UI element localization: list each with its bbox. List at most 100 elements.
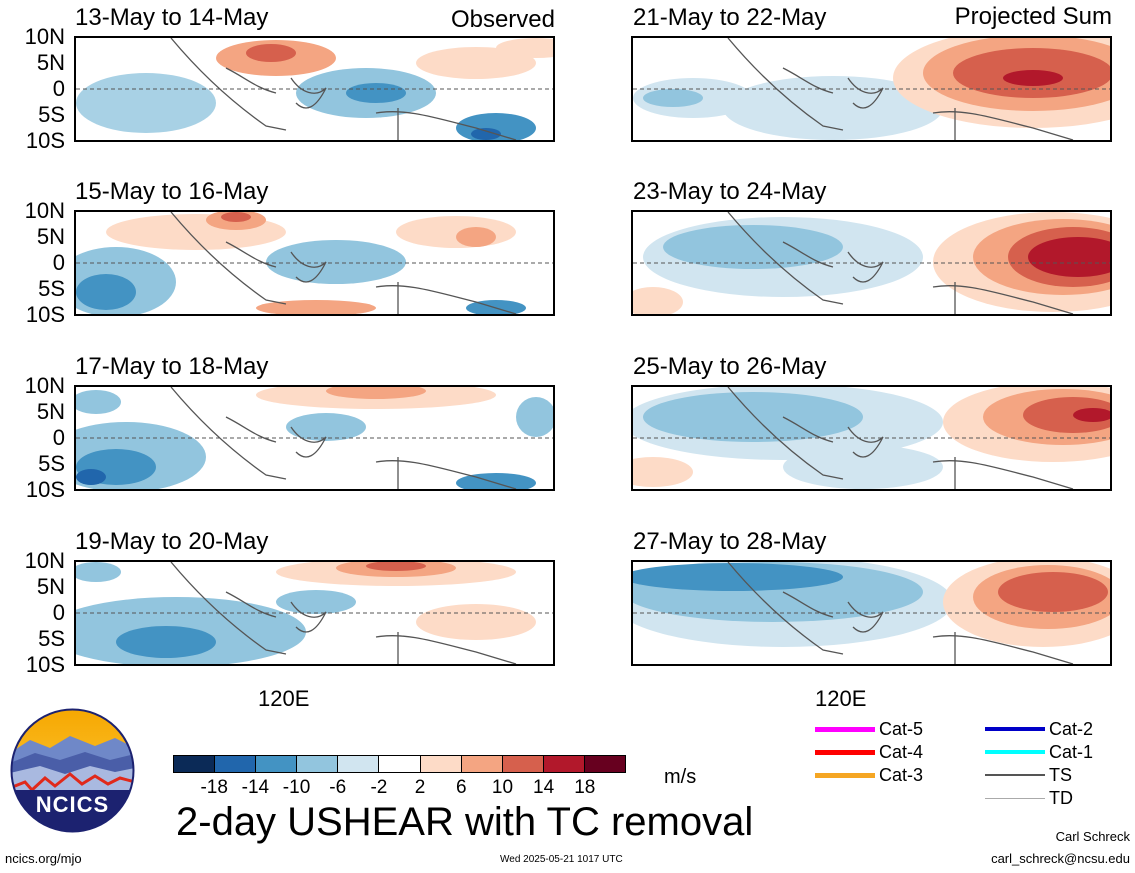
colorbar-tick-label: -10 [282, 777, 311, 798]
panel-title: 23-May to 24-May [633, 178, 827, 205]
colorbar-unit: m/s [664, 766, 697, 788]
legend-item: Cat-4 [815, 741, 923, 763]
main-title: 2-day USHEAR with TC removal [176, 800, 754, 844]
panel-title: 17-May to 18-May [75, 353, 269, 380]
colorbar-box [461, 756, 503, 772]
map-field [76, 212, 553, 314]
legend-label: Cat-4 [879, 741, 924, 762]
lat-label: 10S [25, 302, 65, 327]
legend-item: Cat-5 [815, 718, 923, 740]
lat-label: 0 [52, 250, 65, 275]
legend-line [815, 749, 875, 755]
colorbar-tick-label: -18 [200, 777, 228, 798]
ncics-logo-icon [10, 708, 135, 833]
legend-line [815, 726, 875, 732]
lon-label: 120E [258, 686, 310, 711]
panel-title: 15-May to 16-May [75, 178, 269, 205]
legend-line [985, 727, 1045, 731]
colorbar-tick-label: 2 [414, 777, 426, 798]
panel-title: 25-May to 26-May [633, 353, 827, 380]
panel-title: 21-May to 22-May [633, 4, 827, 31]
lat-label: 10N [24, 373, 65, 398]
shear-map [631, 210, 1112, 316]
lat-label: 5S [38, 626, 65, 651]
legend-item: Cat-1 [985, 741, 1093, 763]
shear-map [74, 210, 555, 316]
lat-label: 5S [38, 451, 65, 476]
shear-map [631, 560, 1112, 666]
shear-map [74, 36, 555, 142]
panel-title: 19-May to 20-May [75, 528, 269, 555]
colorbar-tick-label: -14 [241, 777, 270, 798]
colorbar-tick-label: 10 [491, 777, 514, 798]
logo-text: NCICS [35, 792, 110, 817]
lat-label: 5N [36, 399, 65, 424]
lat-label: 10S [25, 652, 65, 677]
shear-map [631, 36, 1112, 142]
colorbar-box [256, 756, 298, 772]
colorbar-box [420, 756, 462, 772]
legend-item: TS [985, 764, 1072, 786]
lat-label: 5N [36, 50, 65, 75]
colorbar-tick-label: -6 [329, 777, 347, 798]
map-field [633, 212, 1110, 314]
legend-item: Cat-3 [815, 764, 923, 786]
lat-label: 10N [24, 548, 65, 573]
colorbar-box [379, 756, 421, 772]
colorbar-box [215, 756, 257, 772]
lat-label: 0 [52, 425, 65, 450]
map-field [633, 387, 1110, 489]
panel-title: 13-May to 14-May [75, 4, 269, 31]
colorbar-box [502, 756, 544, 772]
legend-label: Cat-3 [879, 764, 924, 785]
colorbar-box [543, 756, 585, 772]
footer-email[interactable]: carl_schreck@ncsu.edu [991, 851, 1130, 866]
colorbar [173, 755, 626, 773]
footer-timestamp: Wed 2025-05-21 1017 UTC [500, 854, 623, 865]
lat-label: 10S [25, 477, 65, 502]
legend-line [985, 797, 1045, 799]
colorbar-tick-label: -2 [370, 777, 388, 798]
colorbar-tick-label: 6 [455, 777, 467, 798]
lat-label: 5N [36, 224, 65, 249]
shear-map [631, 385, 1112, 491]
footer-url[interactable]: ncics.org/mjo [5, 851, 82, 866]
legend-item: TD [985, 787, 1073, 809]
legend-label: TS [1049, 764, 1073, 785]
legend-label: Cat-1 [1049, 741, 1094, 762]
lat-label: 10N [24, 198, 65, 223]
shear-map [74, 385, 555, 491]
lat-label: 0 [52, 76, 65, 101]
panel-title: 27-May to 28-May [633, 528, 827, 555]
ncics-logo: NCICS [10, 708, 135, 833]
map-field [76, 562, 553, 664]
map-field [633, 38, 1110, 140]
lon-label: 120E [815, 686, 867, 711]
legend-line [815, 772, 875, 778]
shear-map [74, 560, 555, 666]
colorbar-box [297, 756, 339, 772]
lat-label: 10N [24, 24, 65, 49]
observed-label: Observed [450, 6, 555, 33]
map-field [76, 38, 553, 140]
footer-author: Carl Schreck [1055, 829, 1130, 844]
map-field [633, 562, 1110, 664]
projected-sum-label: Projected Sum [954, 3, 1112, 30]
map-field [76, 387, 553, 489]
colorbar-box [174, 756, 216, 772]
legend-line [985, 750, 1045, 754]
colorbar-tick-label: 14 [533, 777, 555, 798]
lat-label: 5N [36, 574, 65, 599]
lat-label: 5S [38, 102, 65, 127]
legend-label: Cat-2 [1049, 718, 1094, 739]
colorbar-tick-label: 18 [574, 777, 596, 798]
legend-label: TD [1049, 787, 1073, 808]
lat-label: 0 [52, 600, 65, 625]
lat-label: 5S [38, 276, 65, 301]
lat-label: 10S [25, 128, 65, 153]
colorbar-box [584, 756, 626, 772]
legend-item: Cat-2 [985, 718, 1093, 740]
colorbar-box [338, 756, 380, 772]
legend-label: Cat-5 [879, 718, 924, 739]
legend-line [985, 774, 1045, 776]
